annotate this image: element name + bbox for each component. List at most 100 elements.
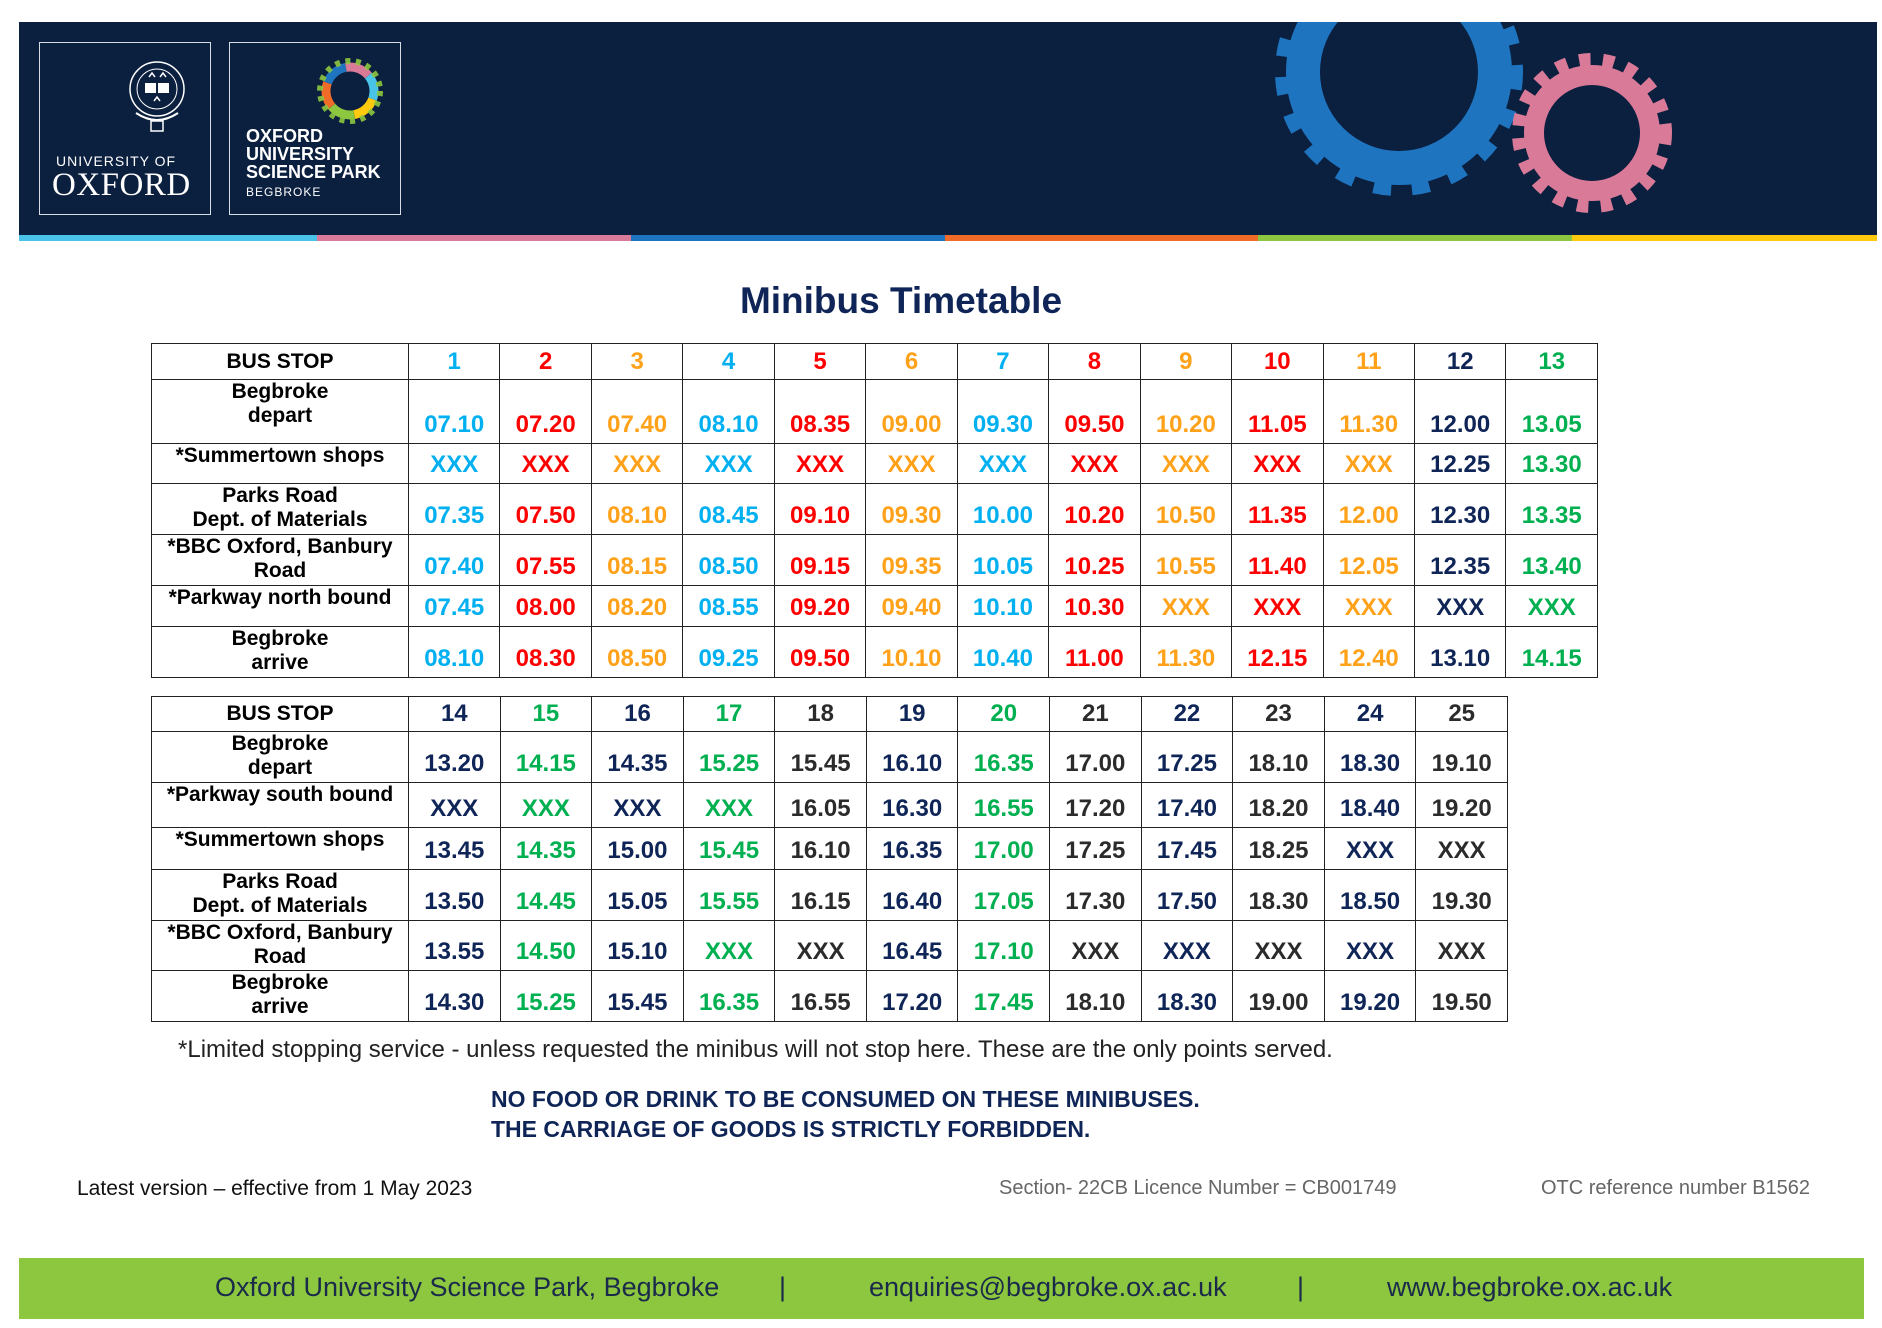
time-cell: 14.45 bbox=[499, 869, 593, 921]
color-strip-segment bbox=[945, 235, 1258, 241]
table-row: *Summertown shops XXX XXX XXX XXX XXX XXX XXX XX… bbox=[151, 443, 1598, 484]
table-row: Begbroke depart 13.20 14.15 14.35 15.25 15.45 1… bbox=[151, 731, 1508, 783]
color-strip-segment bbox=[317, 235, 631, 241]
footer-address: Oxford University Science Park, Begbroke bbox=[215, 1272, 720, 1302]
time-cell: 15.55 bbox=[682, 869, 776, 921]
time-cell: 08.50 bbox=[682, 534, 775, 586]
time-cell: 17.30 bbox=[1049, 869, 1142, 921]
time-cell: 13.10 bbox=[1413, 626, 1507, 678]
time-cell: XXX bbox=[1415, 827, 1508, 870]
footer-bar: Oxford University Science Park, Begbroke… bbox=[19, 1258, 1864, 1319]
stop-label-line: *BBC Oxford, Banbury bbox=[167, 921, 393, 944]
time-cell: 10.10 bbox=[956, 585, 1050, 627]
stop-label-line: *Summertown shops bbox=[175, 828, 385, 851]
time-cell: 19.50 bbox=[1415, 970, 1508, 1022]
stop-label-line: Road bbox=[253, 559, 307, 582]
time-cell: 12.00 bbox=[1413, 379, 1507, 444]
time-cell: 14.15 bbox=[1505, 626, 1598, 678]
time-cell: 16.45 bbox=[865, 920, 959, 971]
time-cell: 10.30 bbox=[1048, 585, 1141, 627]
time-cell: 14.35 bbox=[591, 731, 684, 783]
decorative-gears-icon bbox=[1275, 22, 1672, 213]
bus-number-2: 2 bbox=[499, 343, 592, 380]
time-cell: 07.35 bbox=[407, 483, 501, 535]
header-row: BUS STOP 1 2 3 4 5 6 7 8 9 10 11 12 13 bbox=[151, 343, 1598, 380]
time-cell: 09.50 bbox=[1048, 379, 1141, 444]
table-row: *BBC Oxford, Banbury Road 07.40 07.55 08.15 0… bbox=[151, 534, 1598, 586]
bus-number-23: 23 bbox=[1232, 696, 1325, 732]
time-cell: 13.05 bbox=[1505, 379, 1598, 444]
stop-label-line: Dept. of Materials bbox=[192, 508, 368, 531]
bus-number-4: 4 bbox=[682, 343, 775, 380]
time-cell: XXX bbox=[590, 443, 684, 484]
time-cell: XXX bbox=[865, 443, 958, 484]
time-cell: 11.05 bbox=[1231, 379, 1324, 444]
time-cell: 10.05 bbox=[956, 534, 1050, 586]
bus-number-12: 12 bbox=[1413, 343, 1507, 380]
time-cell: 10.40 bbox=[956, 626, 1050, 678]
time-cell: 08.10 bbox=[590, 483, 684, 535]
time-cell: 15.45 bbox=[774, 731, 867, 783]
otc-reference-text: OTC reference number B1562 bbox=[1541, 1177, 1811, 1199]
time-cell: 15.45 bbox=[591, 970, 684, 1022]
logo-text-university-of: UNIVERSITY OF bbox=[56, 153, 177, 169]
time-cell: XXX bbox=[682, 443, 775, 484]
stop-label-line: Road bbox=[253, 945, 307, 968]
color-strip-segment bbox=[1258, 235, 1572, 241]
time-cell: 19.00 bbox=[1232, 970, 1325, 1022]
stop-label-line: depart bbox=[247, 404, 313, 427]
stop-label-line: *Summertown shops bbox=[175, 444, 385, 467]
time-cell: 10.20 bbox=[1139, 379, 1233, 444]
time-cell: 18.25 bbox=[1232, 827, 1325, 870]
time-cell: 17.20 bbox=[865, 970, 959, 1022]
time-cell: 16.35 bbox=[865, 827, 959, 870]
time-cell: 17.20 bbox=[1049, 782, 1142, 828]
time-cell: 10.20 bbox=[1048, 483, 1141, 535]
time-cell: 17.00 bbox=[1049, 731, 1142, 783]
color-strip-segment bbox=[631, 235, 945, 241]
time-cell: 16.40 bbox=[865, 869, 959, 921]
time-cell: 09.10 bbox=[773, 483, 867, 535]
time-cell: 16.35 bbox=[957, 731, 1051, 783]
time-cell: XXX bbox=[499, 782, 593, 828]
time-cell: 15.45 bbox=[682, 827, 776, 870]
time-cell: 08.15 bbox=[590, 534, 684, 586]
time-cell: XXX bbox=[774, 920, 867, 971]
stop-label: *Parkway south bound bbox=[151, 782, 409, 828]
logo-text-science-park: OXFORD UNIVERSITY SCIENCE PARK bbox=[246, 127, 381, 181]
bus-stop-header: BUS STOP bbox=[151, 696, 409, 732]
stop-label-line: Dept. of Materials bbox=[192, 894, 368, 917]
time-cell: XXX bbox=[1232, 920, 1325, 971]
time-cell: 11.00 bbox=[1048, 626, 1141, 678]
time-cell: 09.20 bbox=[773, 585, 867, 627]
stop-label-line: Begbroke bbox=[231, 627, 329, 650]
time-cell: 19.20 bbox=[1323, 970, 1417, 1022]
time-cell: XXX bbox=[408, 782, 501, 828]
time-cell: 15.25 bbox=[499, 970, 593, 1022]
time-cell: 14.30 bbox=[408, 970, 501, 1022]
time-cell: 16.05 bbox=[774, 782, 867, 828]
time-cell: 12.40 bbox=[1322, 626, 1415, 678]
time-cell: 09.00 bbox=[865, 379, 958, 444]
time-cell: XXX bbox=[1231, 443, 1324, 484]
time-cell: XXX bbox=[1413, 585, 1507, 627]
time-cell: 09.30 bbox=[956, 379, 1050, 444]
time-cell: 10.50 bbox=[1139, 483, 1233, 535]
time-cell: XXX bbox=[773, 443, 867, 484]
time-cell: 17.45 bbox=[957, 970, 1051, 1022]
time-cell: XXX bbox=[1323, 920, 1417, 971]
bus-number-13: 13 bbox=[1505, 343, 1598, 380]
bus-number-15: 15 bbox=[499, 696, 593, 732]
bus-number-24: 24 bbox=[1323, 696, 1417, 732]
time-cell: 19.30 bbox=[1415, 869, 1508, 921]
footer-email-link[interactable]: enquiries@begbroke.ox.ac.uk bbox=[869, 1272, 1227, 1302]
stop-label: Parks Road Dept. of Materials bbox=[151, 869, 409, 921]
stop-label-line: arrive bbox=[251, 995, 309, 1018]
time-cell: 12.35 bbox=[1413, 534, 1507, 586]
table-row: *Parkway north bound 07.45 08.00 08.20 08.55… bbox=[151, 585, 1598, 627]
time-cell: 16.55 bbox=[774, 970, 867, 1022]
logo-text-oxford: OXFORD bbox=[52, 167, 191, 203]
footer-website-link[interactable]: www.begbroke.ox.ac.uk bbox=[1387, 1272, 1673, 1302]
time-cell: 09.30 bbox=[865, 483, 958, 535]
time-cell: 08.55 bbox=[682, 585, 775, 627]
